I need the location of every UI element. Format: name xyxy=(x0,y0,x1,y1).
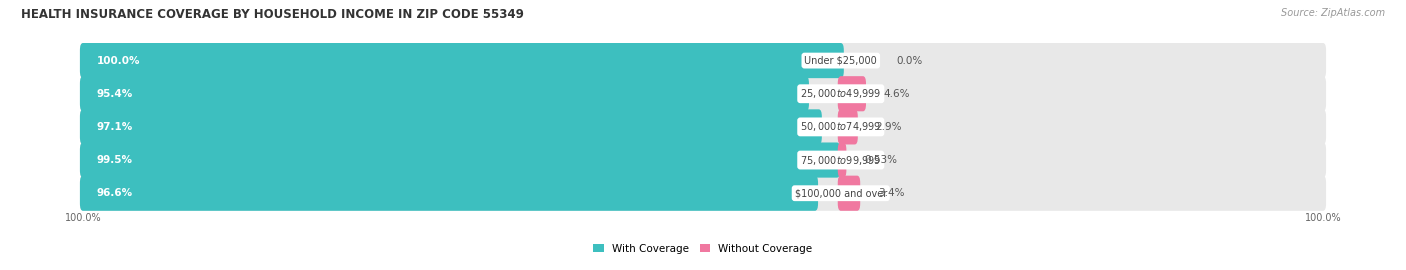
FancyBboxPatch shape xyxy=(838,176,860,211)
Text: 0.53%: 0.53% xyxy=(865,155,897,165)
Text: 97.1%: 97.1% xyxy=(97,122,134,132)
FancyBboxPatch shape xyxy=(838,143,846,178)
Text: $50,000 to $74,999: $50,000 to $74,999 xyxy=(800,120,882,133)
FancyBboxPatch shape xyxy=(80,143,1326,178)
FancyBboxPatch shape xyxy=(80,43,844,78)
FancyBboxPatch shape xyxy=(80,43,1326,78)
Text: 99.5%: 99.5% xyxy=(97,155,132,165)
Text: 2.9%: 2.9% xyxy=(876,122,901,132)
FancyBboxPatch shape xyxy=(838,76,866,111)
FancyBboxPatch shape xyxy=(80,176,818,211)
Text: 100.0%: 100.0% xyxy=(1305,213,1341,223)
Text: Source: ZipAtlas.com: Source: ZipAtlas.com xyxy=(1281,8,1385,18)
FancyBboxPatch shape xyxy=(80,76,808,111)
Text: Under $25,000: Under $25,000 xyxy=(804,56,877,66)
Text: 0.0%: 0.0% xyxy=(896,56,922,66)
Text: 100.0%: 100.0% xyxy=(97,56,141,66)
FancyBboxPatch shape xyxy=(80,176,1326,211)
FancyBboxPatch shape xyxy=(80,109,1326,144)
Text: HEALTH INSURANCE COVERAGE BY HOUSEHOLD INCOME IN ZIP CODE 55349: HEALTH INSURANCE COVERAGE BY HOUSEHOLD I… xyxy=(21,8,524,21)
Text: 4.6%: 4.6% xyxy=(883,89,910,99)
Text: $100,000 and over: $100,000 and over xyxy=(794,188,887,198)
FancyBboxPatch shape xyxy=(80,143,839,178)
FancyBboxPatch shape xyxy=(80,109,823,144)
Text: $75,000 to $99,999: $75,000 to $99,999 xyxy=(800,154,882,167)
Text: 100.0%: 100.0% xyxy=(65,213,101,223)
FancyBboxPatch shape xyxy=(80,76,1326,111)
Text: 3.4%: 3.4% xyxy=(877,188,904,198)
FancyBboxPatch shape xyxy=(838,109,858,144)
Text: 95.4%: 95.4% xyxy=(97,89,134,99)
Text: $25,000 to $49,999: $25,000 to $49,999 xyxy=(800,87,882,100)
Legend: With Coverage, Without Coverage: With Coverage, Without Coverage xyxy=(589,239,817,258)
Text: 96.6%: 96.6% xyxy=(97,188,132,198)
